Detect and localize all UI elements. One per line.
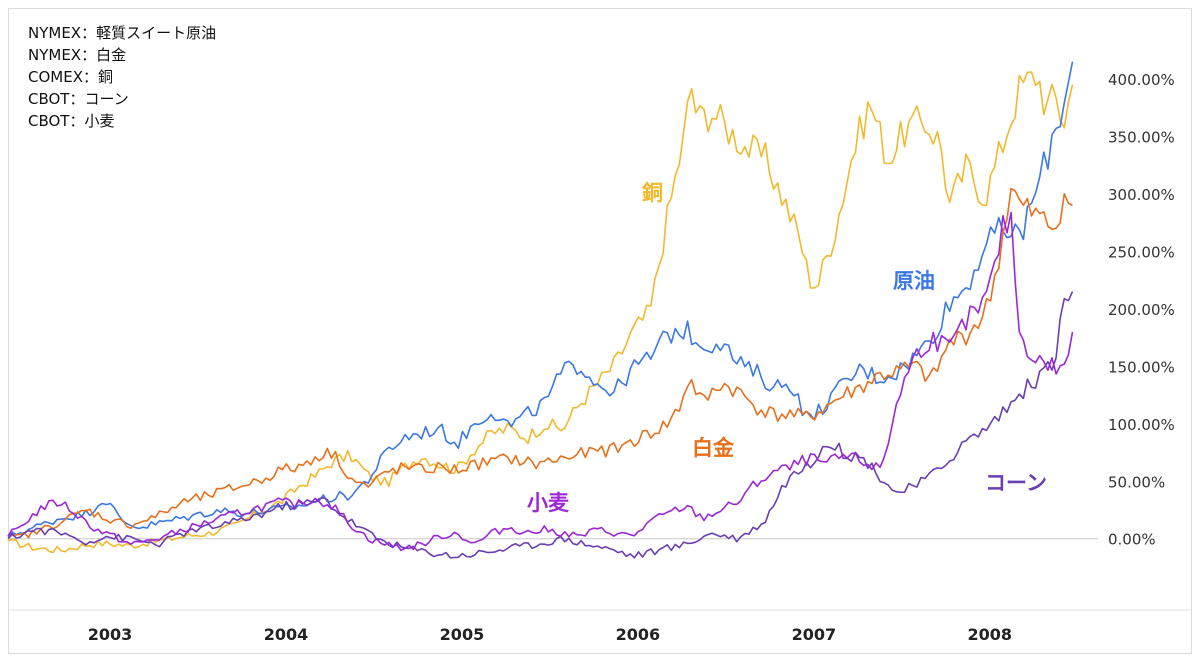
x-tick-label: 2006: [616, 625, 661, 644]
series-label: 原油: [893, 269, 935, 293]
legend-item-platinum: NYMEX：白金: [28, 46, 127, 64]
series-line: [7, 291, 1074, 559]
legend-item-wheat: CBOT：小麦: [28, 112, 115, 130]
legend-item-copper: COMEX：銅: [28, 68, 113, 86]
series-line: [7, 187, 1073, 540]
chart-frame: [8, 8, 1192, 654]
y-tick-label: 250.00%: [1108, 243, 1175, 261]
chart-legend: NYMEX：軽質スイート原油 NYMEX：白金 COMEX：銅 CBOT：コーン…: [28, 22, 216, 132]
y-tick-label: 200.00%: [1108, 301, 1175, 319]
series-line: [7, 211, 1074, 552]
axes-layer: 400.00% 350.00% 300.00% 250.00% 200.00% 150.0…: [8, 71, 1191, 644]
y-tick-label: 50.00%: [1108, 473, 1165, 491]
x-tick-label: 2007: [792, 625, 837, 644]
series-line: [7, 71, 1074, 554]
series-label: 白金: [692, 436, 735, 460]
y-tick-label: 400.00%: [1108, 71, 1175, 89]
series-label: コーン: [985, 471, 1047, 495]
y-tick-label: 300.00%: [1108, 186, 1175, 204]
y-tick-label: 150.00%: [1108, 358, 1175, 376]
y-tick-label: 350.00%: [1108, 128, 1175, 146]
series-layer: [7, 61, 1074, 559]
series-line: [7, 61, 1074, 537]
legend-item-corn: CBOT：コーン: [28, 90, 129, 108]
y-tick-label: 0.00%: [1108, 531, 1156, 549]
x-tick-label: 2004: [264, 625, 309, 644]
series-label: 小麦: [527, 491, 570, 515]
y-tick-label: 100.00%: [1108, 416, 1175, 434]
legend-item-crude-oil: NYMEX：軽質スイート原油: [28, 24, 217, 42]
x-tick-label: 2003: [88, 625, 133, 644]
series-label: 銅: [642, 181, 663, 205]
x-tick-label: 2008: [968, 625, 1013, 644]
x-tick-label: 2005: [440, 625, 485, 644]
